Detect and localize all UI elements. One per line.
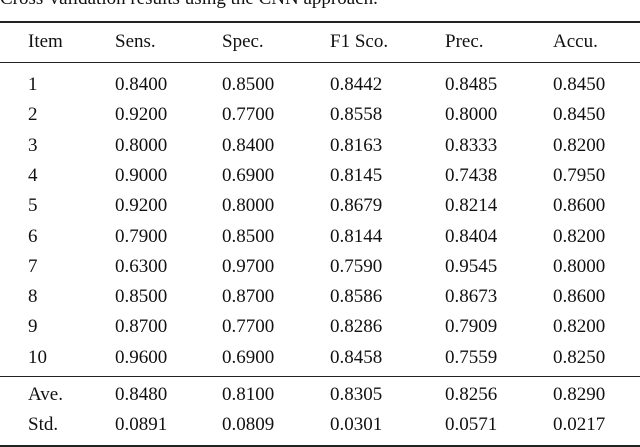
summary-cell: 0.8305 <box>330 384 383 405</box>
table-cell: 0.9200 <box>115 104 168 126</box>
header-cell: Spec. <box>222 31 264 52</box>
summary-cell: 0.0891 <box>115 414 168 435</box>
table-cell: 1 <box>28 74 38 95</box>
header-cell: Prec. <box>445 31 484 52</box>
summary-cell: 0.0809 <box>222 414 275 435</box>
summary-cell: 0.8256 <box>445 384 498 405</box>
summary-cell: 0.8480 <box>115 384 168 405</box>
table-cell: 10 <box>28 346 47 368</box>
table-cell: 0.7700 <box>222 316 275 338</box>
table-cell: 0.8450 <box>553 104 606 126</box>
table-cell: 0.8200 <box>553 316 606 338</box>
table-cell: 0.7700 <box>222 104 275 126</box>
table-cell: 0.8144 <box>330 225 383 247</box>
table-cell: 0.8163 <box>330 134 383 156</box>
header-cell: Sens. <box>115 31 156 52</box>
top-rule <box>0 21 640 23</box>
table-cell: 3 <box>28 134 38 156</box>
header-cell: F1 Sco. <box>330 31 389 52</box>
table-cell: 9 <box>28 316 38 338</box>
table-cell: 0.8286 <box>330 316 383 338</box>
summary-cell: 0.8100 <box>222 384 275 405</box>
summary-cell: Ave. <box>28 384 63 405</box>
header-cell: Accu. <box>553 31 598 52</box>
table-cell: 0.8404 <box>445 225 498 247</box>
table-cell: 0.7590 <box>330 255 383 277</box>
table-cell: 0.8000 <box>115 134 168 156</box>
table-cell: 0.8200 <box>553 225 606 247</box>
bottom-rule <box>0 445 640 447</box>
table-cell: 0.8000 <box>553 255 606 277</box>
table-cell: 0.8700 <box>222 286 275 308</box>
table-cell: 6 <box>28 225 38 247</box>
table-cell: 0.8200 <box>553 134 606 156</box>
table-cell: 0.8214 <box>445 195 498 217</box>
table-cell: 0.9000 <box>115 164 168 186</box>
summary-cell: 0.0217 <box>553 414 606 435</box>
table-cell: 0.7950 <box>553 164 606 186</box>
table-cell: 0.8145 <box>330 164 383 186</box>
table-cell: 0.8458 <box>330 346 383 368</box>
table-cell: 0.8250 <box>553 346 606 368</box>
table-cell: 0.7900 <box>115 225 168 247</box>
header-cell: Item <box>28 31 63 52</box>
table-cell: 0.8400 <box>115 74 168 95</box>
caption: Cross-validation results using the CNN a… <box>0 0 378 10</box>
summary-cell: 0.0571 <box>445 414 498 435</box>
table-cell: 0.8600 <box>553 286 606 308</box>
header-rule <box>0 62 640 63</box>
table-cell: 0.8673 <box>445 286 498 308</box>
table-cell: 5 <box>28 195 38 217</box>
table-cell: 0.8679 <box>330 195 383 217</box>
table-cell: 7 <box>28 255 38 277</box>
summary-rule <box>0 376 640 377</box>
table-cell: 8 <box>28 286 38 308</box>
table-cell: 0.8500 <box>222 225 275 247</box>
table-cell: 2 <box>28 104 38 126</box>
table-cell: 0.7438 <box>445 164 498 186</box>
summary-cell: 0.0301 <box>330 414 383 435</box>
table-cell: 0.8400 <box>222 134 275 156</box>
table-cell: 0.8442 <box>330 74 383 95</box>
table-cell: 0.8000 <box>222 195 275 217</box>
table-cell: 0.8485 <box>445 74 498 95</box>
table-cell: 0.7909 <box>445 316 498 338</box>
table-cell: 0.8500 <box>115 286 168 308</box>
table-cell: 0.8333 <box>445 134 498 156</box>
summary-cell: Std. <box>28 414 59 435</box>
table-cell: 0.9700 <box>222 255 275 277</box>
table-cell: 0.8558 <box>330 104 383 126</box>
table-cell: 0.8700 <box>115 316 168 338</box>
table-cell: 0.6300 <box>115 255 168 277</box>
table-cell: 0.6900 <box>222 346 275 368</box>
table-cell: 0.9545 <box>445 255 498 277</box>
table-cell: 0.8600 <box>553 195 606 217</box>
table-cell: 0.8450 <box>553 74 606 95</box>
table-cell: 0.8000 <box>445 104 498 126</box>
summary-cell: 0.8290 <box>553 384 606 405</box>
table-cell: 4 <box>28 164 38 186</box>
table-cell: 0.8586 <box>330 286 383 308</box>
table-cell: 0.7559 <box>445 346 498 368</box>
table-cell: 0.9600 <box>115 346 168 368</box>
table-cell: 0.8500 <box>222 74 275 95</box>
table-cell: 0.6900 <box>222 164 275 186</box>
table-cell: 0.9200 <box>115 195 168 217</box>
